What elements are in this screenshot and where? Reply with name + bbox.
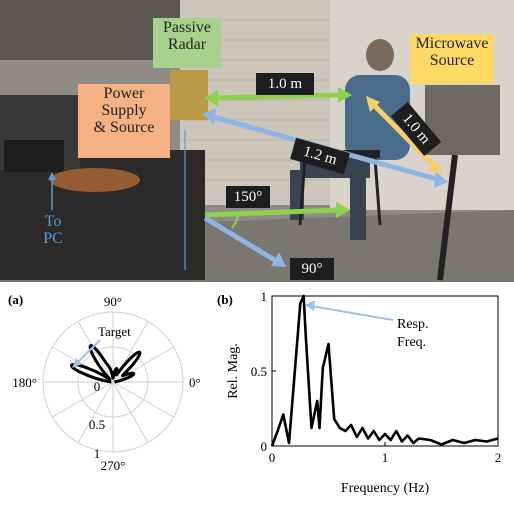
- label-angle-90: 90°: [290, 258, 334, 280]
- person-body: [345, 75, 410, 160]
- label-angle-150: 150°: [226, 186, 270, 208]
- polar-tick-0: 0°: [189, 375, 201, 390]
- label-to-pc: To PC: [43, 213, 63, 247]
- arrow-source-person: [366, 96, 442, 175]
- arrow-radar-person: [204, 87, 352, 106]
- panel-label-b: (b): [217, 292, 233, 307]
- polar-annotation-arrowhead: [72, 358, 82, 368]
- frequency-annotation-text-1: Freq.: [397, 335, 426, 350]
- polar-plot-panel: (a) 90° 180° 0° 270° 0 0.5 1 Target: [0, 284, 215, 502]
- frequency-axes: 0 1 2 0 0.5 1 Frequency (Hz) Rel. Mag.: [226, 289, 501, 496]
- y-axis-label: Rel. Mag.: [226, 343, 241, 399]
- y-tick-label: 1: [261, 289, 268, 304]
- laptop: [4, 140, 64, 172]
- polar-pattern-line: [70, 344, 142, 384]
- y-tick-label: 0: [261, 439, 268, 454]
- frequency-annotation-arrow: [310, 305, 394, 321]
- passive-radar-device: [170, 70, 208, 120]
- frequency-annotation-arrowhead: [305, 300, 315, 311]
- x-tick-label: 0: [269, 450, 276, 465]
- polar-tick-180: 180°: [12, 375, 37, 390]
- frequency-series: [270, 294, 499, 447]
- frequency-plot: (b) 0 1 2 0 0.5 1 Frequency (Hz) Rel. Mag. Resp…: [217, 289, 501, 496]
- frequency-plot-panel: (b) 0 1 2 0 0.5 1 Frequency (Hz) Rel. Mag. Resp…: [215, 284, 514, 502]
- x-tick-label: 1: [382, 450, 389, 465]
- polar-grid-spoke: [52, 346, 174, 418]
- experiment-photo: Passive Radar Microwave Source Power Sup…: [0, 0, 514, 282]
- polar-radial-tick-0: 0: [94, 379, 101, 394]
- polar-grid: [42, 311, 184, 453]
- polar-tick-labels: 90° 180° 0° 270° 0 0.5 1: [12, 294, 200, 473]
- polar-tick-90: 90°: [104, 294, 122, 309]
- frequency-annotation: Resp. Freq.: [305, 300, 429, 350]
- frequency-series-line: [270, 294, 499, 447]
- polar-pattern: [70, 344, 142, 384]
- panel-label-a: (a): [8, 292, 23, 307]
- label-passive-radar: Passive Radar: [153, 18, 221, 68]
- polar-annotation-text: Target: [98, 324, 131, 339]
- person-head: [366, 39, 394, 71]
- arrow-to-pc: [48, 172, 56, 210]
- label-microwave-source: Microwave Source: [410, 34, 494, 84]
- label-power-supply: Power Supply & Source: [78, 84, 170, 158]
- polar-radial-tick-1: 1: [94, 446, 101, 461]
- arrow-angle-90: [203, 215, 286, 267]
- frequency-annotation-text-0: Resp.: [397, 317, 429, 332]
- polar-radial-tick-05: 0.5: [89, 417, 105, 432]
- polar-tick-270: 270°: [101, 458, 126, 473]
- x-tick-label: 2: [495, 450, 502, 465]
- polar-plot: (a) 90° 180° 0° 270° 0 0.5 1 Target: [8, 292, 201, 473]
- polar-annotation: Target: [72, 324, 131, 368]
- polar-annotation-arrow: [75, 339, 101, 365]
- label-dist-radar-person: 1.0 m: [256, 73, 314, 95]
- x-axis-label: Frequency (Hz): [341, 481, 430, 496]
- arrow-angle-150: [204, 202, 350, 229]
- y-tick-label: 0.5: [251, 364, 267, 379]
